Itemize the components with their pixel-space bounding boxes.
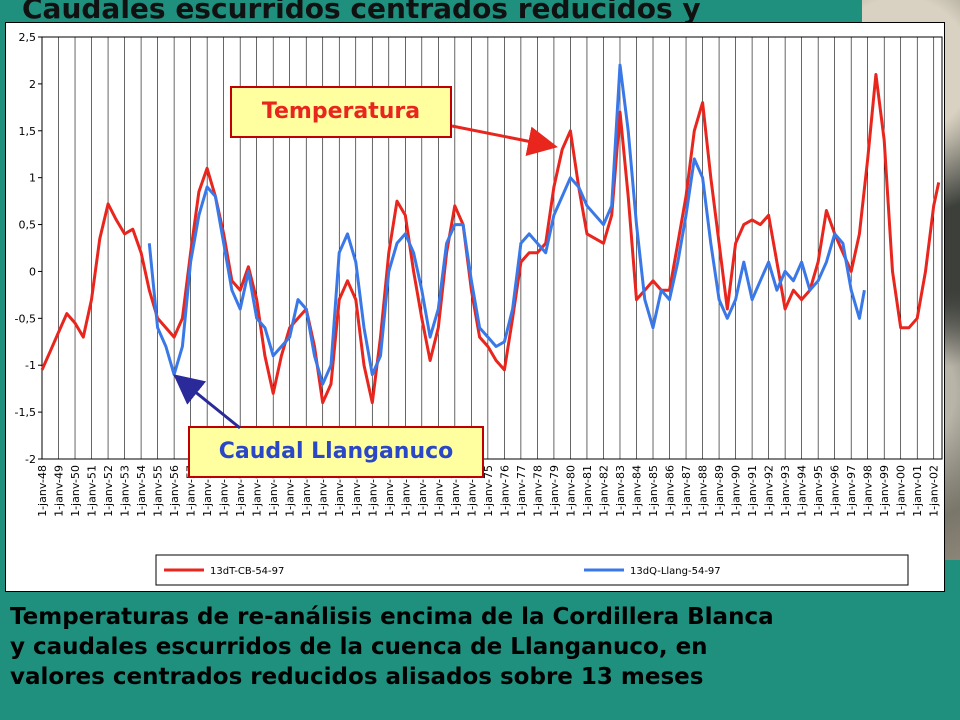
x-tick-label: 1-janv-87 (680, 465, 693, 517)
y-tick-label: 1 (29, 172, 36, 185)
flow-callout: Caudal Llanganuco (188, 426, 484, 478)
x-tick-label: 1-janv-89 (713, 465, 726, 517)
x-tick-label: 1-janv-98 (862, 465, 875, 517)
x-tick-label: 1-janv-82 (597, 465, 610, 517)
x-tick-label: 1-janv-91 (746, 465, 759, 517)
temperature-series-line (40, 73, 941, 405)
x-tick-label: 1-janv-86 (664, 465, 677, 517)
caption-line: Temperaturas de re-análisis encima de la… (10, 604, 774, 630)
x-tick-label: 1-janv-01 (911, 465, 924, 517)
x-tick-label: 1-janv-95 (812, 465, 825, 517)
x-tick-label: 1-janv-75 (482, 465, 495, 517)
legend-label: 13dQ-Llang-54-97 (630, 566, 721, 577)
temperature-callout: Temperatura (230, 86, 452, 138)
x-tick-label: 1-janv-02 (928, 465, 941, 517)
x-tick-label: 1-janv-80 (564, 465, 577, 517)
x-tick-label: 1-janv-77 (515, 465, 528, 517)
x-tick-label: 1-janv-00 (895, 465, 908, 517)
x-tick-label: 1-janv-81 (581, 465, 594, 517)
x-tick-label: 1-janv-96 (829, 465, 842, 517)
y-tick-label: -1 (25, 359, 36, 372)
x-tick-label: 1-janv-90 (730, 465, 743, 517)
flow-series-line (147, 63, 866, 386)
x-tick-label: 1-janv-48 (36, 465, 49, 517)
x-tick-label: 1-janv-93 (779, 465, 792, 517)
x-tick-label: 1-janv-88 (697, 465, 710, 517)
caption: Temperaturas de re-análisis encima de la… (10, 602, 950, 692)
x-tick-label: 1-janv-76 (498, 465, 511, 517)
x-tick-label: 1-janv-78 (531, 465, 544, 517)
caption-line: valores centrados reducidos alisados sob… (10, 664, 704, 690)
x-tick-label: 1-janv-50 (69, 465, 82, 517)
x-tick-label: 1-janv-79 (548, 465, 561, 517)
x-tick-label: 1-janv-56 (168, 465, 181, 517)
legend-label: 13dT-CB-54-97 (210, 566, 284, 577)
x-tick-label: 1-janv-54 (135, 465, 148, 517)
x-tick-label: 1-janv-97 (845, 465, 858, 517)
x-tick-label: 1-janv-55 (152, 465, 165, 517)
y-tick-label: -0,5 (15, 312, 36, 325)
line-chart: 1-janv-48 1-janv-49 1-janv-50 1-janv-51 1-ja… (15, 31, 943, 586)
legend (155, 554, 909, 586)
caption-line: y caudales escurridos de la cuenca de Ll… (10, 634, 708, 660)
y-tick-label: 0,5 (19, 219, 37, 232)
y-tick-label: 1,5 (19, 125, 37, 138)
x-tick-label: 1-janv-52 (102, 465, 115, 517)
x-tick-label: 1-janv-84 (630, 465, 643, 517)
y-tick-label: -2 (25, 453, 36, 466)
plot-area (41, 36, 943, 460)
y-tick-label: 2,5 (19, 31, 37, 44)
chart-frame: 1-janv-48 1-janv-49 1-janv-50 1-janv-51 1-ja… (5, 22, 945, 592)
slide-title: Caudales escurridos centrados reducidos … (22, 0, 701, 25)
x-tick-label: 1-janv-94 (796, 465, 809, 517)
x-tick-label: 1-janv-85 (647, 465, 660, 517)
x-tick-label: 1-janv-99 (878, 465, 891, 517)
x-tick-label: 1-janv-92 (763, 465, 776, 517)
y-tick-label: 2 (29, 78, 36, 91)
y-tick-label: -1,5 (15, 406, 36, 419)
x-tick-label: 1-janv-51 (86, 465, 99, 517)
x-tick-label: 1-janv-53 (119, 465, 132, 517)
x-tick-label: 1-janv-49 (53, 465, 66, 517)
x-tick-label: 1-janv-83 (614, 465, 627, 517)
y-tick-label: 0 (29, 265, 36, 278)
